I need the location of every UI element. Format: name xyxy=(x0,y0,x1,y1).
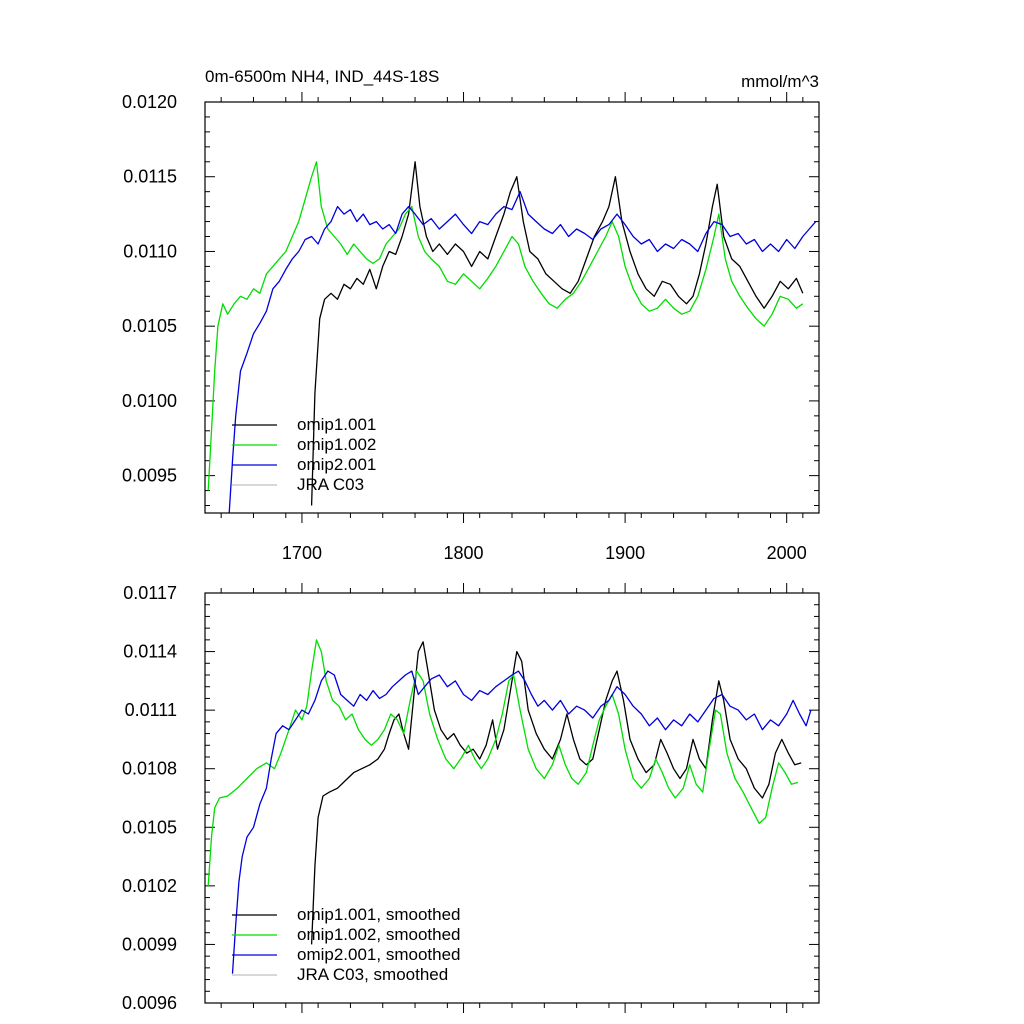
bottom-panel: 0.0117 0.0114 0.0111 0.0108 0.0105 0.0102 0.00… xyxy=(122,583,820,1013)
y-tick-label: 0.0110 xyxy=(123,241,177,261)
top-panel: 0m-6500m NH4, IND_44S-18S mmol/m^3 0.012… xyxy=(122,67,820,563)
y-tick-label: 0.0120 xyxy=(122,92,177,112)
y-tick-label: 0.0115 xyxy=(123,167,177,187)
y-tick-label: 0.0096 xyxy=(122,993,177,1013)
legend-label: omip1.002 xyxy=(297,435,376,454)
top-x-axis: 1700 1800 1900 2000 xyxy=(220,92,807,563)
y-tick-label: 0.0114 xyxy=(123,642,177,662)
y-tick-label: 0.0099 xyxy=(122,934,177,954)
top-panel-units: mmol/m^3 xyxy=(741,72,819,91)
top-plot-frame xyxy=(204,101,820,514)
legend-label: omip1.002, smoothed xyxy=(297,925,461,944)
bottom-series-lines xyxy=(207,639,812,974)
x-tick-label: 2000 xyxy=(767,543,807,563)
y-tick-label: 0.0100 xyxy=(122,391,177,411)
series-line-omip1-001-smoothed xyxy=(310,641,802,945)
legend-label: omip1.001, smoothed xyxy=(297,905,461,924)
series-line-omip2-001 xyxy=(228,191,817,514)
bottom-plot-frame xyxy=(204,592,820,1004)
y-tick-label: 0.0105 xyxy=(122,316,177,336)
legend-label: omip2.001 xyxy=(297,455,376,474)
legend-label: omip1.001 xyxy=(297,415,376,434)
legend-label: JRA C03 xyxy=(297,475,364,494)
bottom-y-axis: 0.0117 0.0114 0.0111 0.0108 0.0105 0.0102 0.00… xyxy=(122,583,819,1013)
y-tick-label: 0.0095 xyxy=(122,466,177,486)
top-panel-title: 0m-6500m NH4, IND_44S-18S xyxy=(205,67,439,86)
x-tick-label: 1800 xyxy=(444,543,484,563)
top-series-lines xyxy=(207,161,817,514)
legend-label: omip2.001, smoothed xyxy=(297,945,461,964)
series-line-omip1-002-smoothed xyxy=(207,639,799,886)
legend-label: JRA C03, smoothed xyxy=(297,965,448,984)
y-tick-label: 0.0105 xyxy=(122,817,177,837)
y-tick-label: 0.0102 xyxy=(122,876,177,896)
x-tick-label: 1900 xyxy=(605,543,645,563)
y-tick-label: 0.0108 xyxy=(122,759,177,779)
y-tick-label: 0.0111 xyxy=(125,700,177,720)
y-tick-label: 0.0117 xyxy=(123,583,177,603)
series-line-omip1-002 xyxy=(207,161,804,491)
series-line-omip1-001 xyxy=(310,161,804,506)
top-y-axis: 0.0120 0.0115 0.0110 0.0105 0.0100 0.0095 xyxy=(122,92,819,507)
bottom-x-axis xyxy=(220,583,804,1013)
x-tick-label: 1700 xyxy=(282,543,322,563)
series-line-omip2-001-smoothed xyxy=(231,670,812,974)
